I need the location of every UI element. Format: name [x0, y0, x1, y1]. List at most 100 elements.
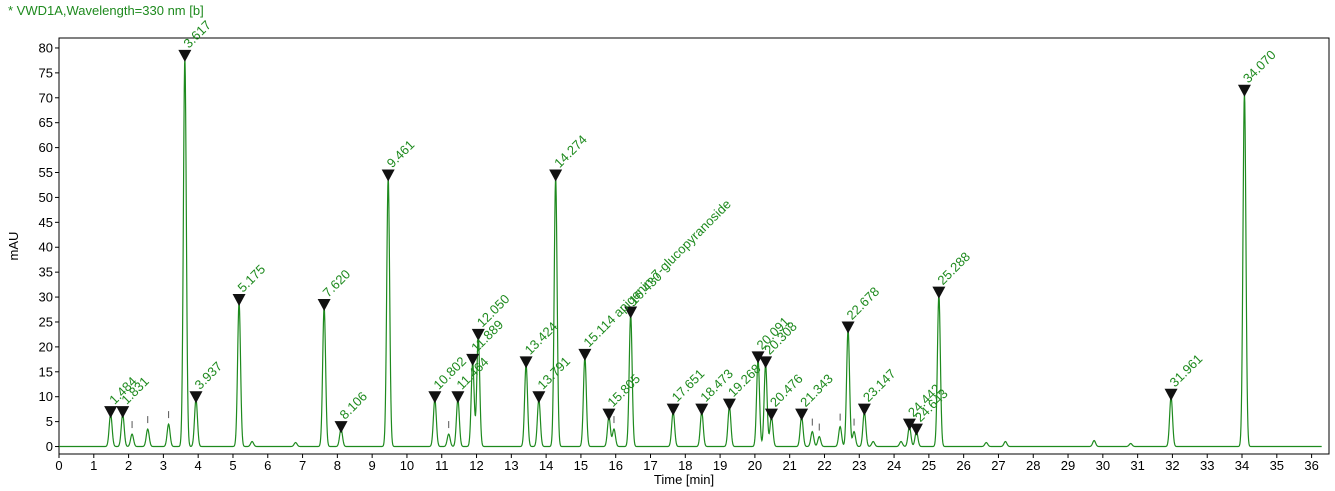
- peak-label: 5.175: [235, 262, 269, 296]
- peak-marker: [116, 406, 130, 419]
- x-tick-label: 19: [713, 458, 727, 473]
- peak-marker: [857, 403, 871, 416]
- y-tick-label: 80: [39, 40, 53, 55]
- peak-marker: [532, 391, 546, 404]
- x-tick-label: 32: [1165, 458, 1179, 473]
- x-tick-label: 6: [264, 458, 271, 473]
- y-tick-label: 75: [39, 65, 53, 80]
- peak-marker: [1164, 388, 1178, 401]
- y-tick-label: 40: [39, 240, 53, 255]
- trace-layer: [59, 58, 1322, 448]
- y-tick-label: 60: [39, 140, 53, 155]
- x-tick-label: 21: [782, 458, 796, 473]
- peak-marker: [722, 398, 736, 411]
- peak-marker: [666, 403, 680, 416]
- axes: 0 1 2 3 4 5 6 7 8 9 10 11 12 13 14 15 16 17 18 19 20 21 22 23 24…: [6, 37, 1330, 487]
- peak-marker: [232, 294, 246, 307]
- peak-marker: [902, 418, 916, 431]
- x-tick-label: 35: [1270, 458, 1284, 473]
- x-tick-label: 10: [400, 458, 414, 473]
- peak-label: 25.288: [934, 249, 973, 288]
- peak-label: 21.343: [797, 371, 836, 410]
- x-tick-label: 23: [852, 458, 866, 473]
- x-tick-label: 20: [748, 458, 762, 473]
- x-tick-label: 30: [1096, 458, 1110, 473]
- peak-marker: [466, 353, 480, 366]
- peak-label: 8.106: [337, 389, 371, 423]
- x-tick-label: 7: [299, 458, 306, 473]
- peak-label: 3.617: [180, 17, 214, 51]
- x-tick-label: 1: [90, 458, 97, 473]
- x-tick-label: 28: [1026, 458, 1040, 473]
- peak-label: 9.461: [384, 137, 418, 171]
- y-tick-label: 65: [39, 115, 53, 130]
- y-tick-label: 30: [39, 290, 53, 305]
- peak-marker: [932, 286, 946, 299]
- x-tick-label: 26: [956, 458, 970, 473]
- y-tick-label: 45: [39, 215, 53, 230]
- peak-marker: [189, 391, 203, 404]
- peak-marker: [178, 49, 192, 62]
- peak-marker: [759, 356, 773, 369]
- peak-label: 20.476: [767, 371, 806, 410]
- peak-label: 15.805: [604, 371, 643, 410]
- peak-marker: [764, 408, 778, 421]
- x-tick-label: 8: [334, 458, 341, 473]
- y-tick-label: 10: [39, 389, 53, 404]
- x-tick-label: 17: [643, 458, 657, 473]
- y-tick-label: 70: [39, 90, 53, 105]
- x-tick-label: 25: [922, 458, 936, 473]
- x-tick-label: 29: [1061, 458, 1075, 473]
- x-tick-label: 27: [991, 458, 1005, 473]
- peak-marker: [795, 408, 809, 421]
- peak-marker: [451, 391, 465, 404]
- peak-marker: [104, 406, 118, 419]
- peak-label: 7.620: [320, 267, 354, 301]
- x-tick-label: 14: [539, 458, 553, 473]
- x-tick-label: 9: [369, 458, 376, 473]
- peak-marker: [751, 351, 765, 364]
- x-tick-label: 24: [887, 458, 901, 473]
- y-axis-label: mAU: [6, 232, 21, 261]
- y-tick-label: 20: [39, 339, 53, 354]
- x-tick-label: 2: [125, 458, 132, 473]
- x-tick-label: 34: [1235, 458, 1249, 473]
- chart-title: * VWD1A,Wavelength=330 nm [b]: [8, 3, 204, 18]
- x-tick-label: 13: [504, 458, 518, 473]
- peak-marker: [519, 356, 533, 369]
- peak-label: 3.937: [192, 359, 226, 393]
- peak-marker: [624, 306, 638, 319]
- x-tick-label: 4: [195, 458, 202, 473]
- y-tick-label: 35: [39, 265, 53, 280]
- peak-marker: [428, 391, 442, 404]
- peak-marker: [841, 321, 855, 334]
- peak-marker: [317, 299, 331, 312]
- peak-marker: [695, 403, 709, 416]
- y-tick-label: 25: [39, 314, 53, 329]
- x-tick-label: 11: [435, 458, 449, 473]
- peak-label: 14.274: [551, 132, 590, 171]
- peak-marker: [549, 169, 563, 182]
- peak-marker: [334, 421, 348, 434]
- x-tick-label: 5: [229, 458, 236, 473]
- x-tick-label: 31: [1130, 458, 1144, 473]
- y-tick-label: 5: [46, 414, 53, 429]
- x-tick-label: 18: [678, 458, 692, 473]
- x-tick-label: 0: [55, 458, 62, 473]
- plot-frame: [58, 37, 1330, 455]
- peak-label: 34.070: [1240, 47, 1279, 86]
- peak-marker: [602, 408, 616, 421]
- peak-label: 13.424: [522, 319, 561, 358]
- peak-marker: [578, 348, 592, 361]
- peak-marker: [1237, 84, 1251, 97]
- y-tick-label: 15: [39, 364, 53, 379]
- peak-label: 23.147: [860, 366, 899, 405]
- peak-marker: [471, 328, 485, 341]
- x-tick-label: 36: [1304, 458, 1318, 473]
- y-tick-label: 50: [39, 190, 53, 205]
- x-tick-label: 33: [1200, 458, 1214, 473]
- x-tick-label: 15: [574, 458, 588, 473]
- x-tick-label: 22: [817, 458, 831, 473]
